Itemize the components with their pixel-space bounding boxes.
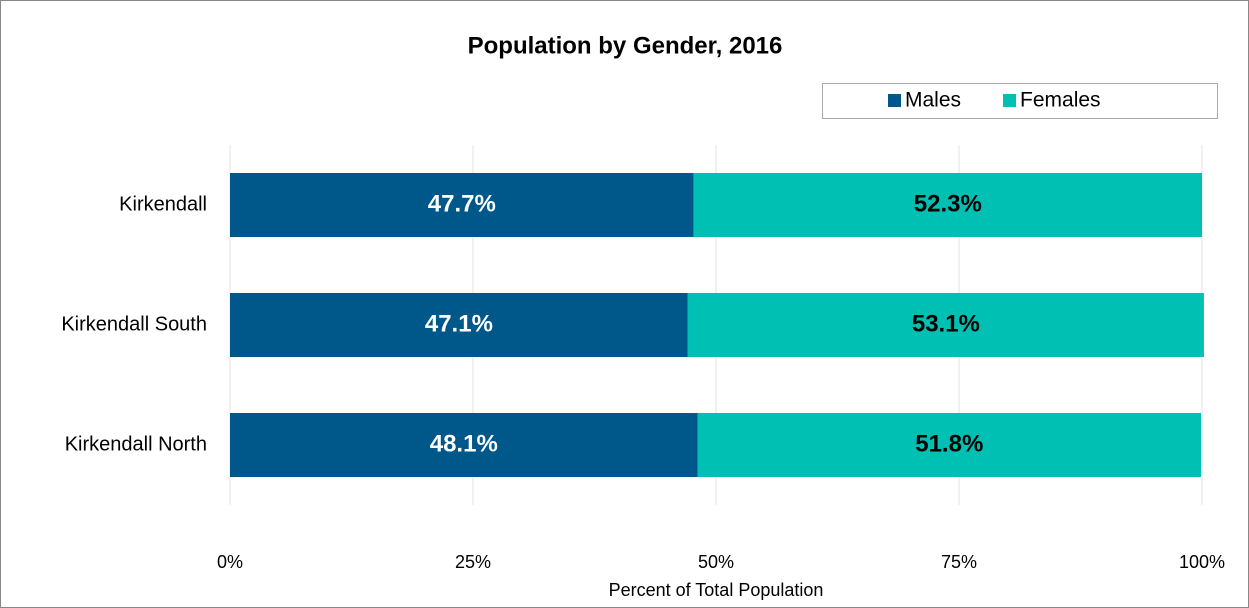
legend-swatch xyxy=(1003,94,1017,107)
bar-segment xyxy=(693,173,1202,237)
data-label: 53.1% xyxy=(912,310,980,337)
y-tick-label: Kirkendall South xyxy=(61,313,207,335)
data-label: 48.1% xyxy=(430,430,498,457)
bar-segment xyxy=(230,293,688,357)
x-tick-label: 25% xyxy=(455,552,491,572)
bar-segment xyxy=(697,413,1202,477)
legend-swatch xyxy=(888,94,901,107)
x-tick-label: 0% xyxy=(217,552,243,572)
x-tick-label: 100% xyxy=(1179,552,1225,572)
x-tick-label: 75% xyxy=(941,552,977,572)
data-label: 52.3% xyxy=(914,190,982,217)
bar-segment xyxy=(230,413,698,477)
data-label: 47.7% xyxy=(428,190,496,217)
y-tick-label: Kirkendall North xyxy=(65,433,207,455)
chart-title: Population by Gender, 2016 xyxy=(468,32,783,59)
y-tick-label: Kirkendall xyxy=(119,193,207,215)
legend-label: Females xyxy=(1020,89,1101,112)
data-label: 51.8% xyxy=(915,430,983,457)
legend-label: Males xyxy=(905,89,961,112)
bar-segment xyxy=(230,173,694,237)
x-axis-title: Percent of Total Population xyxy=(609,580,824,600)
bar-segment xyxy=(687,293,1204,357)
data-label: 47.1% xyxy=(425,310,493,337)
x-tick-label: 50% xyxy=(698,552,734,572)
